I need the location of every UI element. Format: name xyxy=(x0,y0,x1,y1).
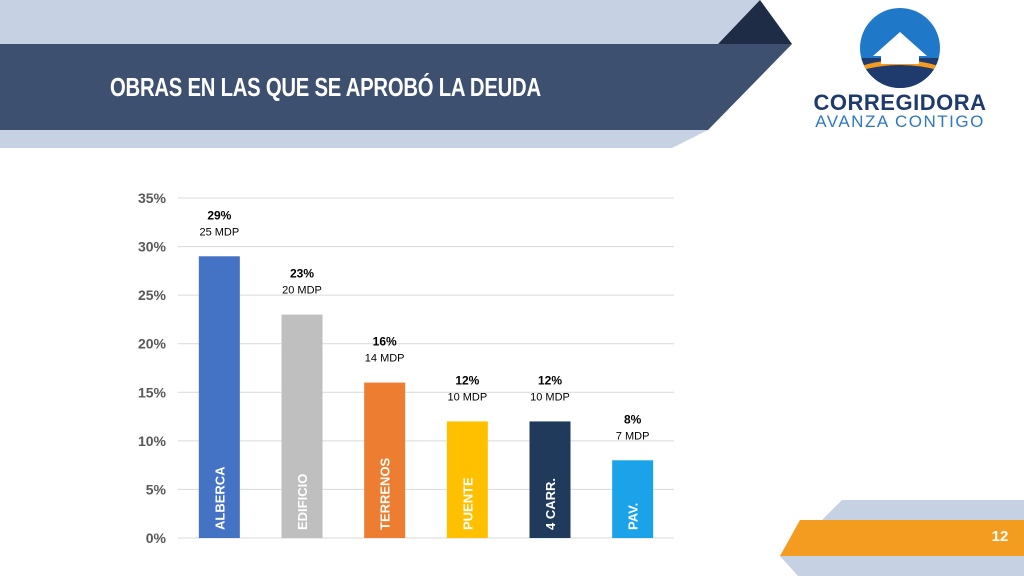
chart-y-axis: 0% 5% 10% 15% 20% 25% 30% 35% xyxy=(138,190,167,546)
y-tick-label: 5% xyxy=(146,481,167,497)
bar-value-label: 12% xyxy=(538,373,562,387)
bar-amount-label: 20 MDP xyxy=(282,285,322,297)
logo-text-line1: CORREGIDORA xyxy=(813,90,987,115)
bar-value-label: 8% xyxy=(624,412,642,426)
header-light-band xyxy=(0,0,760,44)
logo-emblem-icon xyxy=(860,8,940,88)
bar-value-label: 23% xyxy=(290,267,314,281)
y-tick-label: 30% xyxy=(138,239,167,255)
category-label: TERRENOS xyxy=(378,457,393,530)
category-label: 4 CARR. xyxy=(543,478,558,530)
chart-bars: 29% 25 MDP ALBERCA 23% 20 MDP EDIFICIO 16% 14 M… xyxy=(198,208,654,538)
corregidora-logo: CORREGIDORA AVANZA CONTIGO xyxy=(805,8,995,133)
bar xyxy=(612,460,654,538)
footer-light-strip xyxy=(780,556,1024,576)
chart-gridlines xyxy=(178,197,674,539)
page-title: OBRAS EN LAS QUE SE APROBÓ LA DEUDA xyxy=(110,72,541,102)
bar-amount-label: 10 MDP xyxy=(530,391,570,403)
bar xyxy=(446,421,488,538)
bar xyxy=(281,314,323,538)
bar xyxy=(198,256,240,538)
bar-amount-label: 7 MDP xyxy=(616,430,650,442)
bar-value-label: 16% xyxy=(373,335,397,349)
bar-value-label: 29% xyxy=(207,208,231,222)
logo-text-line2: AVANZA CONTIGO xyxy=(815,112,985,131)
bar xyxy=(529,421,571,538)
category-label: PAV. xyxy=(626,503,641,530)
y-tick-label: 25% xyxy=(138,287,167,303)
header-light-strip xyxy=(0,130,708,148)
bar xyxy=(364,382,406,538)
category-label: EDIFICIO xyxy=(295,474,310,530)
bar-value-label: 12% xyxy=(455,373,479,387)
bar-amount-label: 14 MDP xyxy=(365,353,405,365)
y-tick-label: 20% xyxy=(138,336,167,352)
bar-amount-label: 25 MDP xyxy=(199,226,239,238)
y-tick-label: 0% xyxy=(146,530,167,546)
page-number: 12 xyxy=(991,528,1009,545)
y-tick-label: 10% xyxy=(138,433,167,449)
y-tick-label: 35% xyxy=(138,190,167,206)
category-label: PUENTE xyxy=(460,477,475,530)
category-label: ALBERCA xyxy=(212,466,227,530)
footer-orange-bar xyxy=(780,520,1024,556)
y-tick-label: 15% xyxy=(138,384,167,400)
header-bar xyxy=(0,44,792,130)
header-dark-tab xyxy=(718,0,792,44)
bar-amount-label: 10 MDP xyxy=(447,391,487,403)
footer-light-band xyxy=(822,500,1024,520)
